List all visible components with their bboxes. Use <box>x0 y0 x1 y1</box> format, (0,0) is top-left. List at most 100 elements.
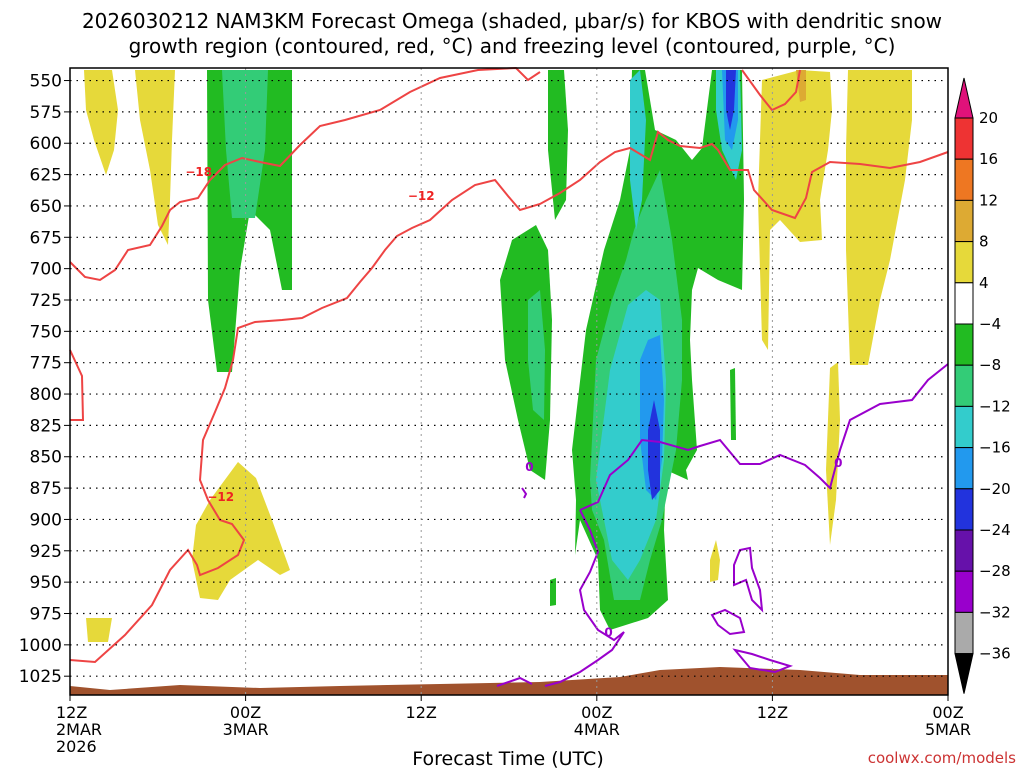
shade-cyan-2 <box>630 70 646 230</box>
colorbar-swatch <box>954 364 974 407</box>
x-tick-line2: 4MAR <box>574 720 620 739</box>
y-tick-label: 875 <box>30 479 62 499</box>
x-tick-line2: 2MAR <box>56 720 102 739</box>
y-tick-label: 825 <box>30 416 62 436</box>
shade-teal-1 <box>222 70 268 218</box>
colorbar: 20 16 12 8 4 −4 −8 −12 −16 −20 −24 −28 −32 −36 <box>954 77 1011 694</box>
y-tick-label: 975 <box>30 604 62 624</box>
y-tick-label: 775 <box>30 354 62 374</box>
y-tick-label: 700 <box>30 260 62 280</box>
x-tick-line1: 12Z <box>757 703 788 722</box>
colorbar-swatch <box>954 117 974 160</box>
plot-area: −18 −12 −12 0 0 0 <box>69 66 949 696</box>
x-tick-line3: 2026 <box>56 737 97 756</box>
omega-shading-negative <box>207 70 744 630</box>
colorbar-swatch <box>954 282 974 325</box>
colorbar-label: 12 <box>979 191 998 209</box>
colorbar-swatch <box>954 241 974 284</box>
shade-green-6 <box>730 368 736 440</box>
colorbar-label: −16 <box>979 439 1011 457</box>
colorbar-swatch <box>954 158 974 201</box>
colorbar-swatch <box>954 611 974 655</box>
shade-yellow-2 <box>135 70 175 245</box>
shade-yellow-4 <box>86 618 112 642</box>
x-axis-label: Forecast Time (UTC) <box>412 748 603 768</box>
purple-contour-label: 0 <box>525 460 533 474</box>
shade-yellow-7 <box>826 362 840 545</box>
y-tick-label: 750 <box>30 322 62 342</box>
purple-contour-4 <box>521 487 528 499</box>
x-tick-line1: 00Z <box>581 703 612 722</box>
red-contour-3 <box>69 130 949 664</box>
colorbar-swatch <box>954 488 974 531</box>
dendritic-contours-red <box>69 66 949 664</box>
x-tick-line1: 00Z <box>932 703 963 722</box>
y-tick-label: 900 <box>30 510 62 530</box>
purple-contour-6 <box>710 608 746 636</box>
y-tick-label: 650 <box>30 197 62 217</box>
red-contour-2 <box>69 349 85 421</box>
shade-yellow-5 <box>758 70 832 350</box>
x-tick-line2: 3MAR <box>223 720 269 739</box>
purple-contour-3 <box>496 676 533 687</box>
red-contour-label: −12 <box>207 490 234 504</box>
y-tick-label: 550 <box>30 72 62 92</box>
chart-title-line1: 2026030212 NAM3KM Forecast Omega (shaded… <box>82 9 942 33</box>
x-tick-line1: 12Z <box>406 703 437 722</box>
y-tick-label: 600 <box>30 134 62 154</box>
y-tick-label: 575 <box>30 103 62 123</box>
colorbar-cap-top <box>954 77 974 119</box>
shade-darkblue-2 <box>726 70 736 130</box>
colorbar-swatch <box>954 323 974 366</box>
y-tick-label: 1025 <box>19 667 62 687</box>
chart-title-line2: growth region (contoured, red, °C) and f… <box>129 34 896 58</box>
y-tick-label: 1000 <box>19 636 62 656</box>
y-tick-label: 800 <box>30 385 62 405</box>
y-tick-label: 850 <box>30 448 62 468</box>
colorbar-label: −28 <box>979 562 1011 580</box>
colorbar-label: 16 <box>979 150 998 168</box>
contour-labels: −18 −12 −12 0 0 0 <box>185 165 842 639</box>
x-tick-line1: 00Z <box>230 703 261 722</box>
grid <box>70 68 948 695</box>
purple-contour-1 <box>579 363 949 511</box>
colorbar-label: −24 <box>979 521 1011 539</box>
colorbar-swatch <box>954 405 974 449</box>
red-contour-4 <box>741 69 801 112</box>
colorbar-label: 8 <box>979 233 989 251</box>
shade-yellow-3 <box>192 462 290 600</box>
colorbar-label: −8 <box>979 356 1001 374</box>
red-contour-1 <box>69 66 541 282</box>
colorbar-cap-bottom <box>954 653 974 694</box>
colorbar-swatch <box>954 570 974 613</box>
x-tick-line1: 12Z <box>56 703 87 722</box>
y-tick-label: 925 <box>30 542 62 562</box>
red-contour-label: −18 <box>185 165 212 179</box>
colorbar-swatch <box>954 529 974 572</box>
purple-contour-label: 0 <box>834 456 842 470</box>
colorbar-label: −12 <box>979 397 1011 415</box>
shade-yellow-1 <box>84 70 118 175</box>
colorbar-label: 20 <box>979 109 998 127</box>
shade-green-2 <box>548 70 568 220</box>
plot-frame <box>69 67 949 696</box>
x-tick-line2: 5MAR <box>925 720 971 739</box>
y-tick-label: 625 <box>30 166 62 186</box>
colorbar-swatch <box>954 447 974 490</box>
colorbar-label: 4 <box>979 274 989 292</box>
purple-contour-7 <box>732 648 794 674</box>
terrain <box>70 667 948 695</box>
shade-green-5 <box>550 578 556 606</box>
y-tick-label: 950 <box>30 573 62 593</box>
y-tick-label: 675 <box>30 228 62 248</box>
red-contour-label: −12 <box>408 189 435 203</box>
y-axis: 550 575 600 625 650 675 700 725 750 775 800 825 850 8… <box>19 72 70 687</box>
colorbar-label: −20 <box>979 480 1011 498</box>
y-tick-label: 725 <box>30 291 62 311</box>
shade-darkblue-1 <box>648 400 660 500</box>
credit-text: coolwx.com/models <box>868 749 1016 767</box>
shade-teal-2 <box>528 290 545 420</box>
shade-green-3 <box>500 225 552 480</box>
purple-contour-label: 0 <box>604 625 612 639</box>
